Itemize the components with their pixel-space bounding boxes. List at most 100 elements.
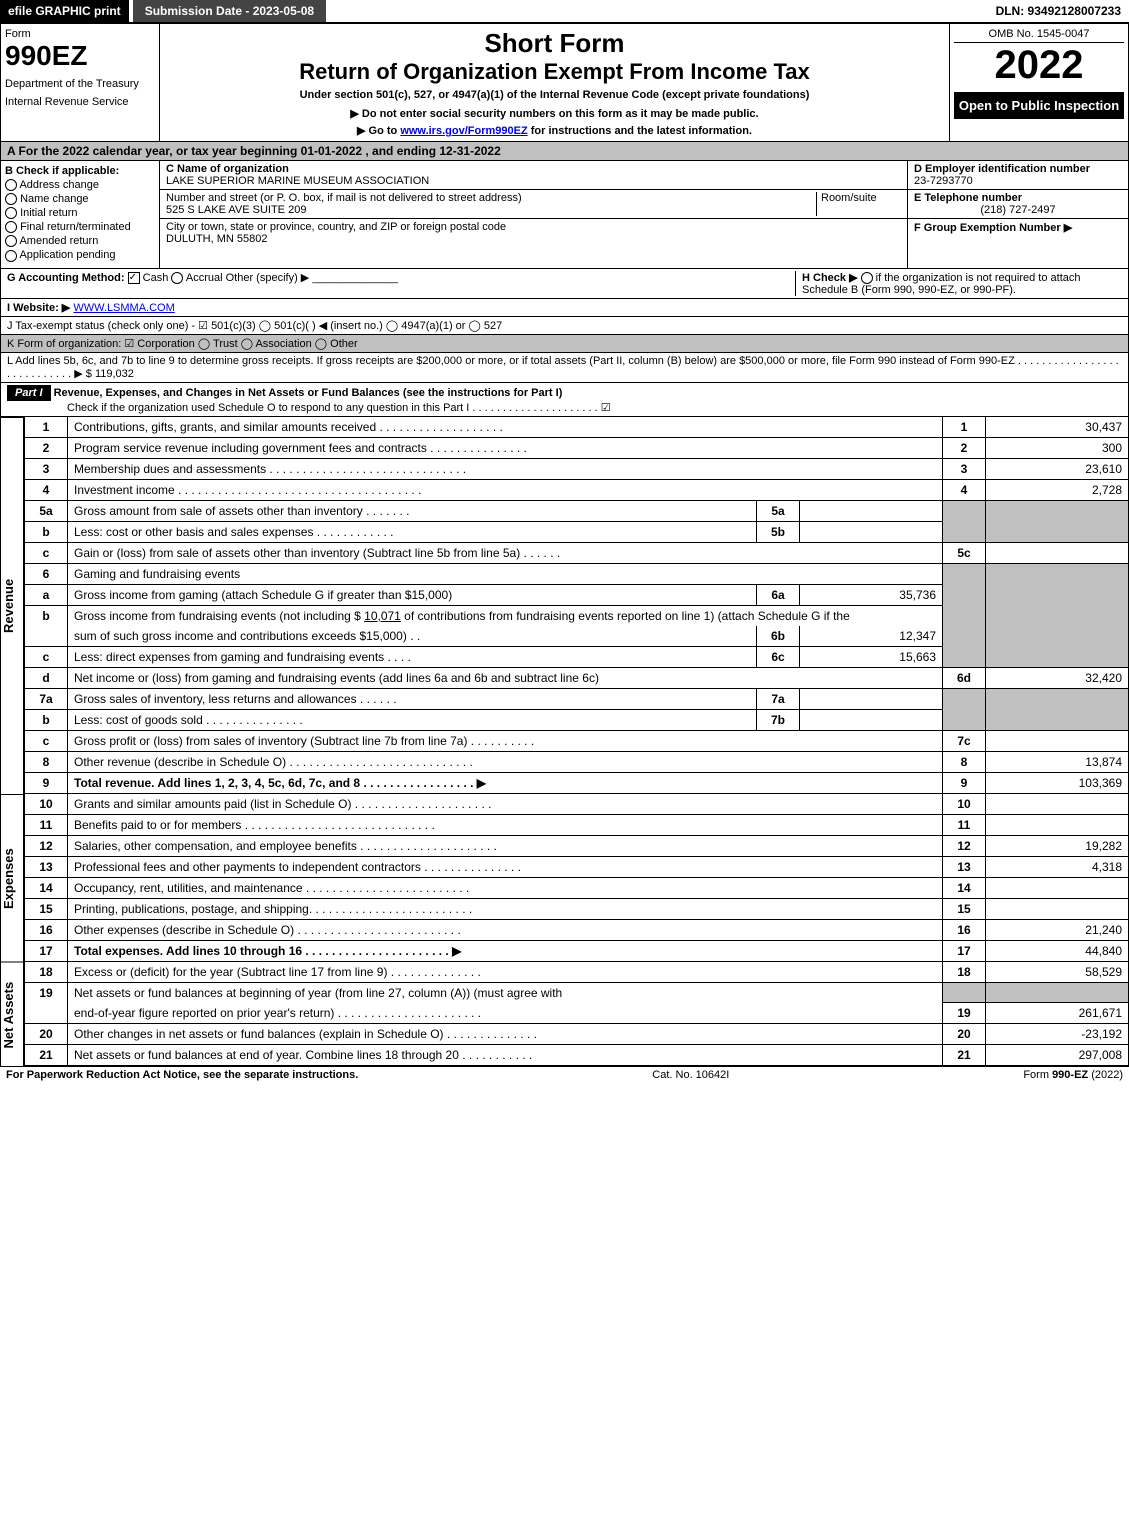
chk-amended-return-label: Amended return	[19, 235, 98, 247]
ln14-ln: 14	[943, 877, 986, 898]
c-name-label: C Name of organization	[166, 163, 289, 175]
ln12-num: 12	[25, 835, 68, 856]
ln6b-desc2: sum of such gross income and contributio…	[68, 626, 757, 647]
ln1-val: 30,437	[986, 417, 1129, 438]
chk-h[interactable]	[861, 272, 873, 284]
ln3-ln: 3	[943, 458, 986, 479]
e-label: E Telephone number	[914, 192, 1022, 204]
ln19-val: 261,671	[986, 1003, 1129, 1024]
chk-accrual[interactable]	[171, 272, 183, 284]
part1-label: Part I	[7, 385, 51, 401]
ln6b-num: b	[25, 605, 68, 646]
ln13-ln: 13	[943, 856, 986, 877]
open-to-public: Open to Public Inspection	[954, 92, 1124, 119]
ln8-desc: Other revenue (describe in Schedule O) .…	[68, 751, 943, 772]
ln6a-desc: Gross income from gaming (attach Schedul…	[68, 584, 757, 605]
revenue-table: 1Contributions, gifts, grants, and simil…	[24, 417, 1129, 794]
ln2-ln: 2	[943, 437, 986, 458]
g-label: G Accounting Method:	[7, 272, 125, 284]
footer-right-suffix: (2022)	[1088, 1069, 1123, 1081]
ln9-ln: 9	[943, 772, 986, 793]
ln3-desc: Membership dues and assessments . . . . …	[68, 458, 943, 479]
ln5b-sub: 5b	[757, 521, 800, 542]
expenses-table: 10Grants and similar amounts paid (list …	[24, 794, 1129, 962]
chk-initial-return[interactable]: Initial return	[5, 207, 155, 219]
omb-number: OMB No. 1545-0047	[954, 28, 1124, 43]
section-f: F Group Exemption Number ▶	[908, 219, 1128, 236]
ln7-shade	[943, 688, 986, 730]
ln18-num: 18	[25, 962, 68, 983]
ln5b-desc: Less: cost or other basis and sales expe…	[68, 521, 757, 542]
ln6b-desc1: Gross income from fundraising events (no…	[68, 605, 943, 626]
chk-address-change[interactable]: Address change	[5, 179, 155, 191]
ln9-val: 103,369	[986, 772, 1129, 793]
ln19-shade	[943, 982, 986, 1003]
i-label: I Website: ▶	[7, 302, 70, 314]
chk-initial-return-label: Initial return	[20, 207, 77, 219]
irs: Internal Revenue Service	[5, 96, 155, 108]
chk-name-change[interactable]: Name change	[5, 193, 155, 205]
section-b: B Check if applicable: Address change Na…	[1, 161, 160, 268]
part1-title: Revenue, Expenses, and Changes in Net As…	[54, 387, 563, 399]
header-left: Form 990EZ Department of the Treasury In…	[1, 24, 160, 141]
chk-application-pending[interactable]: Application pending	[5, 249, 155, 261]
ln11-desc: Benefits paid to or for members . . . . …	[68, 814, 943, 835]
footer: For Paperwork Reduction Act Notice, see …	[0, 1066, 1129, 1083]
form-number: 990EZ	[5, 40, 155, 72]
goto-link[interactable]: www.irs.gov/Form990EZ	[400, 125, 527, 137]
chk-amended-return[interactable]: Amended return	[5, 235, 155, 247]
ln5c-num: c	[25, 542, 68, 563]
ln13-val: 4,318	[986, 856, 1129, 877]
ln15-num: 15	[25, 898, 68, 919]
ln17-ln: 17	[943, 940, 986, 961]
ln7c-val	[986, 730, 1129, 751]
expenses-section: Expenses 10Grants and similar amounts pa…	[0, 794, 1129, 962]
part1-subtitle: Check if the organization used Schedule …	[7, 402, 611, 414]
d-label: D Employer identification number	[914, 163, 1090, 175]
dept-treasury: Department of the Treasury	[5, 78, 155, 90]
row-h: H Check ▶ if the organization is not req…	[795, 271, 1122, 296]
ln10-num: 10	[25, 794, 68, 815]
row-k: K Form of organization: ☑ Corporation ◯ …	[0, 335, 1129, 353]
netassets-vert-label: Net Assets	[0, 962, 24, 1067]
ln5c-ln: 5c	[943, 542, 986, 563]
ln19-shade-val	[986, 982, 1129, 1003]
chk-cash[interactable]	[128, 272, 140, 284]
short-form-title: Short Form	[164, 28, 945, 59]
form-label: Form	[5, 28, 155, 40]
ln7b-desc: Less: cost of goods sold . . . . . . . .…	[68, 709, 757, 730]
chk-final-return-label: Final return/terminated	[20, 221, 131, 233]
ln11-val	[986, 814, 1129, 835]
ln21-desc: Net assets or fund balances at end of ye…	[68, 1045, 943, 1066]
footer-right-bold: 990-EZ	[1052, 1069, 1088, 1081]
ln7c-ln: 7c	[943, 730, 986, 751]
ln10-val	[986, 794, 1129, 815]
ln8-val: 13,874	[986, 751, 1129, 772]
ln5c-val	[986, 542, 1129, 563]
ln5ab-shade	[943, 500, 986, 542]
website-link[interactable]: WWW.LSMMA.COM	[73, 302, 174, 314]
ln20-desc: Other changes in net assets or fund bala…	[68, 1024, 943, 1045]
goto-line: ▶ Go to www.irs.gov/Form990EZ for instru…	[164, 124, 945, 137]
ln4-val: 2,728	[986, 479, 1129, 500]
section-e: E Telephone number (218) 727-2497	[908, 190, 1128, 219]
ln15-val	[986, 898, 1129, 919]
netassets-table: 18Excess or (deficit) for the year (Subt…	[24, 962, 1129, 1067]
ln20-ln: 20	[943, 1024, 986, 1045]
ln17-desc: Total expenses. Add lines 10 through 16 …	[68, 940, 943, 961]
ln5b-num: b	[25, 521, 68, 542]
ln5b-subval	[800, 521, 943, 542]
do-not-enter: ▶ Do not enter social security numbers o…	[164, 107, 945, 120]
ln16-ln: 16	[943, 919, 986, 940]
chk-final-return[interactable]: Final return/terminated	[5, 221, 155, 233]
room-suite-label: Room/suite	[816, 192, 901, 216]
chk-name-change-label: Name change	[20, 193, 89, 205]
org-name: LAKE SUPERIOR MARINE MUSEUM ASSOCIATION	[166, 175, 429, 187]
efile-print[interactable]: efile GRAPHIC print	[0, 0, 129, 22]
c-street-label: Number and street (or P. O. box, if mail…	[166, 192, 522, 204]
c-street-row: Number and street (or P. O. box, if mail…	[160, 190, 907, 219]
accrual-label: Accrual	[186, 272, 223, 284]
c-city-label: City or town, state or province, country…	[166, 221, 506, 233]
ln1-desc: Contributions, gifts, grants, and simila…	[68, 417, 943, 438]
h-label: H Check ▶	[802, 272, 861, 284]
